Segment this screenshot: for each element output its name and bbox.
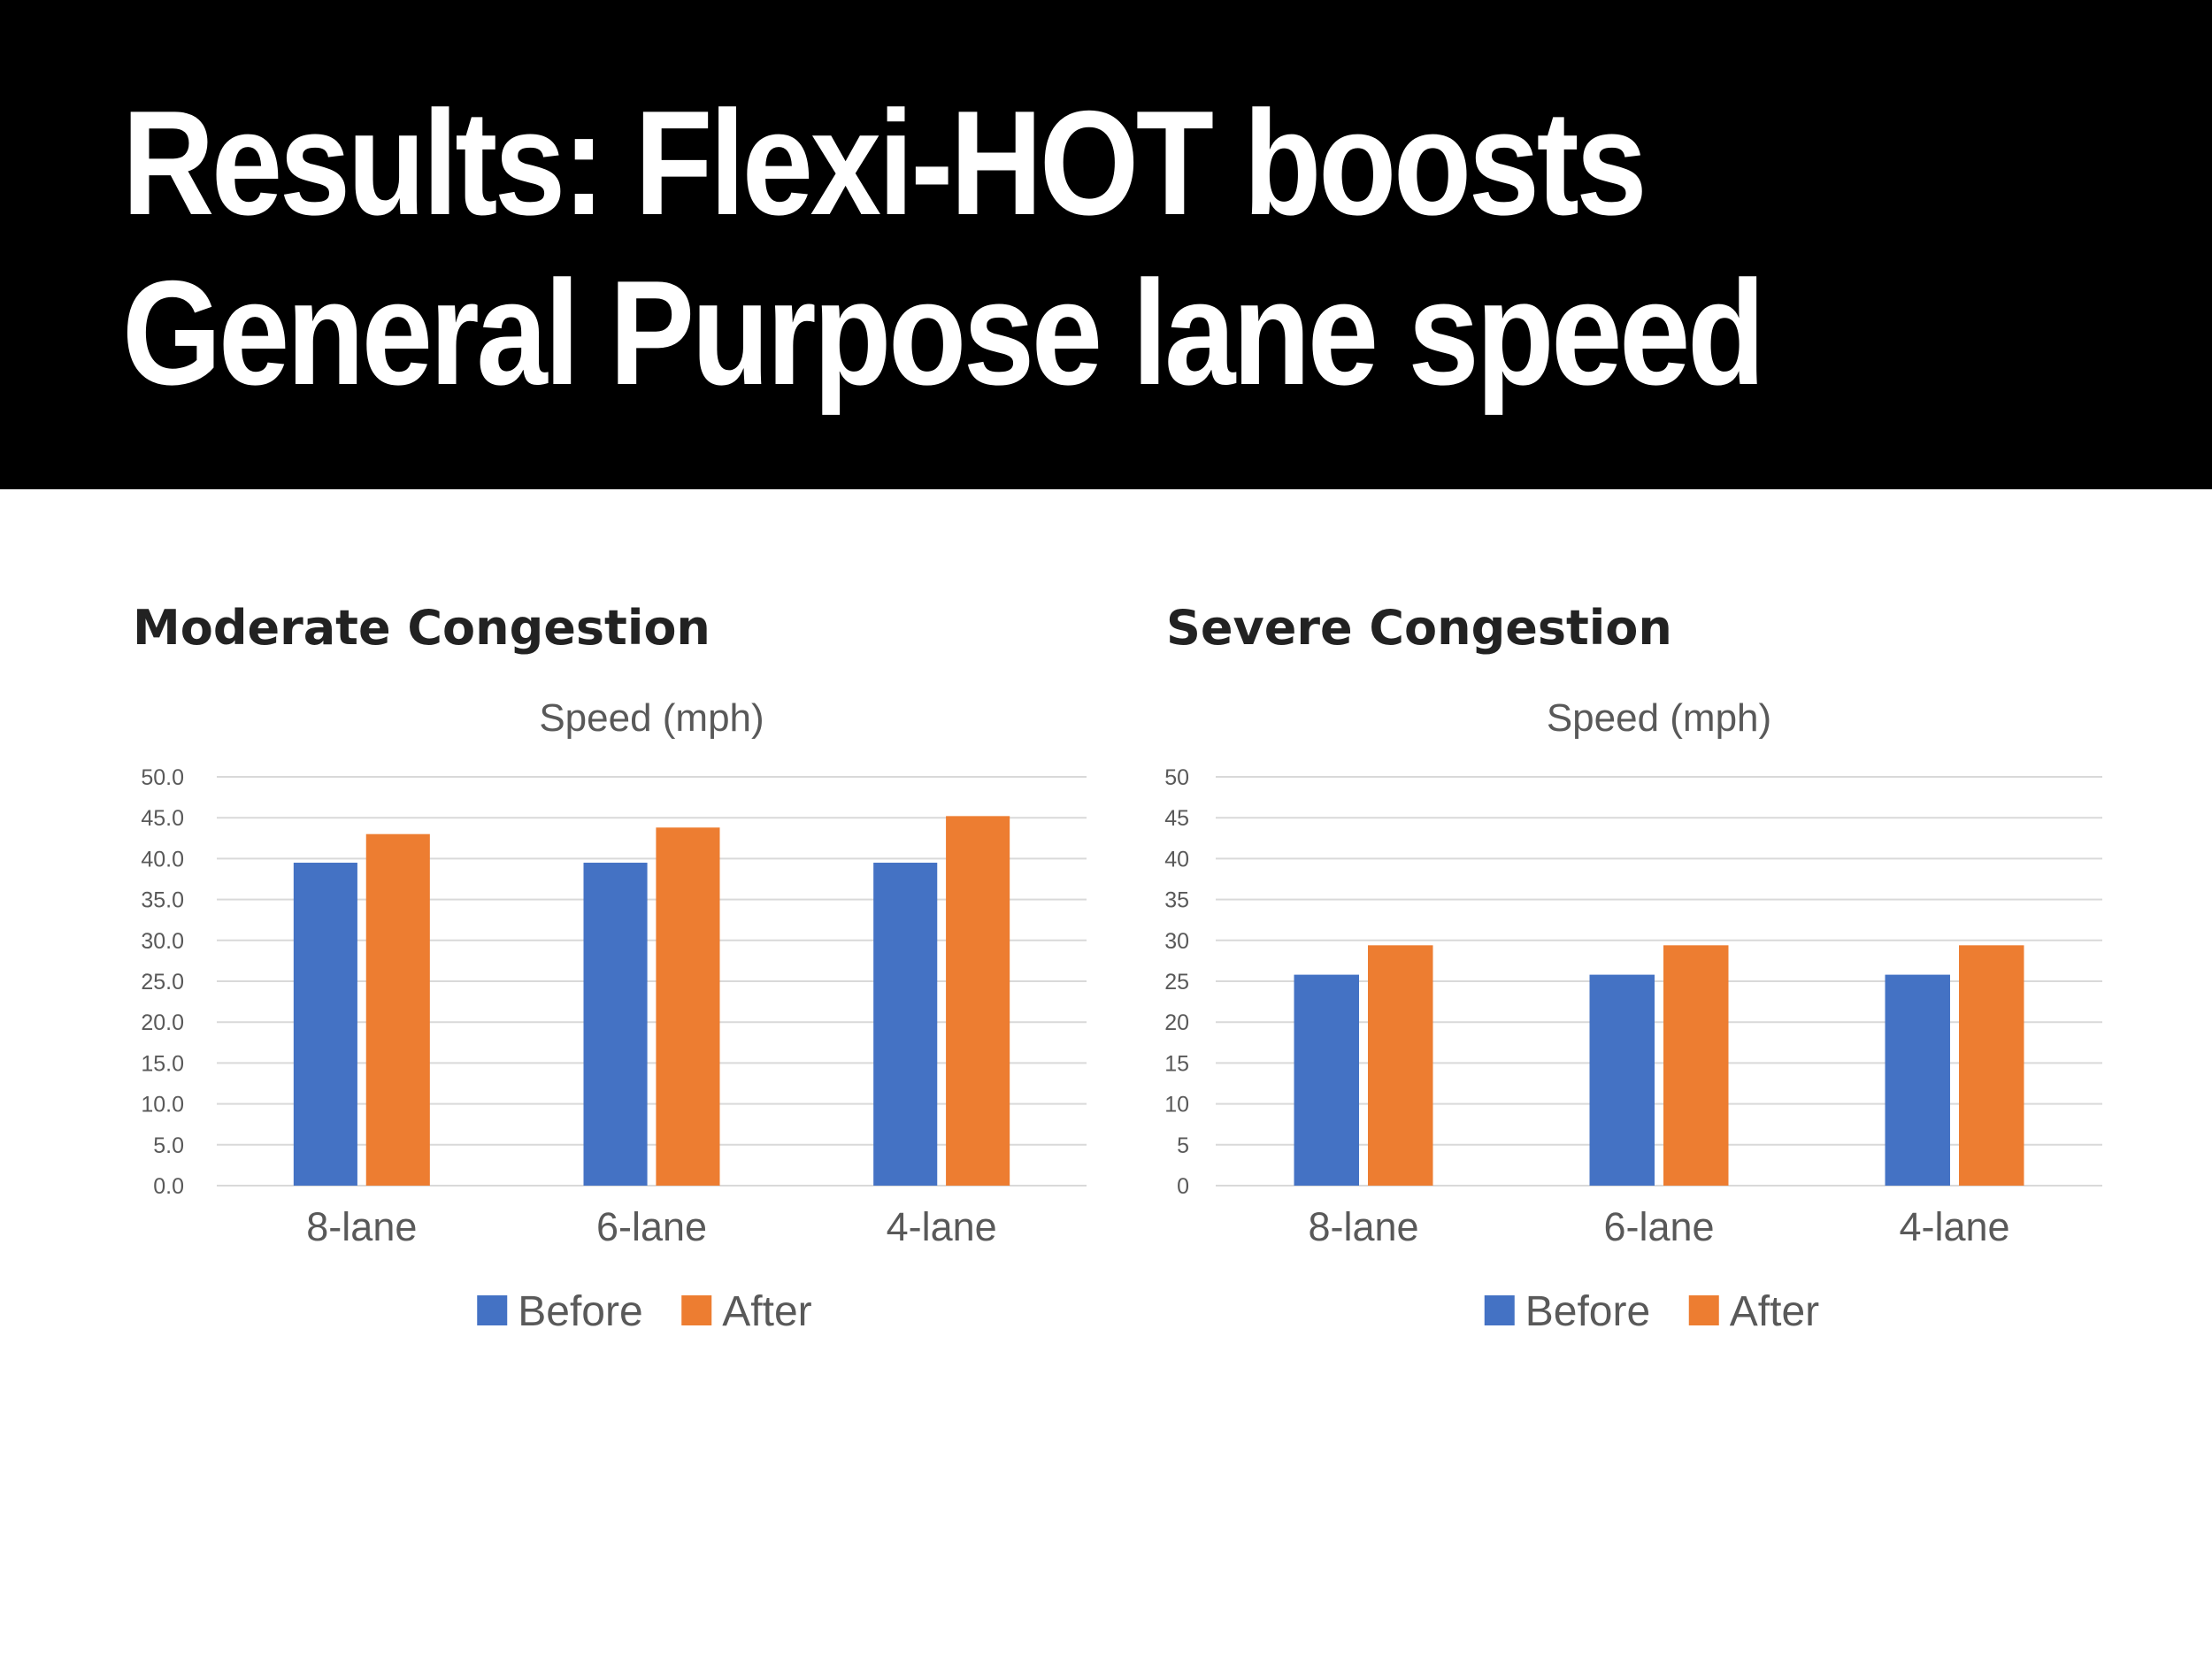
x-category-label: 6-lane	[1603, 1204, 1714, 1249]
y-tick-label: 25	[1164, 970, 1189, 995]
legend-label-before: Before	[1525, 1288, 1650, 1335]
bar-before-4-lane	[1885, 974, 1950, 1186]
y-tick-label: 0.0	[153, 1174, 184, 1199]
severe-panel-title: Severe Congestion	[1166, 600, 1672, 656]
bar-after-6-lane	[1663, 945, 1729, 1186]
legend-label-after: After	[1730, 1288, 1819, 1335]
bar-before-6-lane	[1589, 974, 1655, 1186]
chart-title: Speed (mph)	[1547, 696, 1771, 740]
y-tick-label: 50.0	[141, 765, 184, 790]
y-tick-label: 20.0	[141, 1010, 184, 1035]
moderate-panel-title: Moderate Congestion	[133, 600, 710, 656]
legend-swatch-after	[1688, 1295, 1719, 1325]
y-tick-label: 50	[1164, 765, 1189, 790]
y-tick-label: 35	[1164, 888, 1189, 913]
headline-banner: Results: Flexi-HOT boosts General Purpos…	[0, 0, 2212, 489]
y-tick-label: 20	[1164, 1010, 1189, 1035]
moderate-congestion-chart: Speed (mph) 0.0 5.0 10.0 15.0 20.0 25.0 30.0 35.…	[141, 696, 1087, 1335]
bar-before-8-lane	[1294, 974, 1359, 1186]
bar-before-4-lane	[873, 863, 938, 1186]
chart-title: Speed (mph)	[539, 696, 764, 740]
bar-after-6-lane	[656, 827, 720, 1186]
y-tick-label: 5.0	[153, 1133, 184, 1158]
severe-congestion-chart: Speed (mph) 0 5 10 15 20 25 30 35 40 45 50 8-lane 6-l…	[1164, 696, 2102, 1335]
x-category-label: 6-lane	[596, 1204, 707, 1249]
y-tick-label: 10.0	[141, 1093, 184, 1118]
y-tick-label: 15	[1164, 1051, 1189, 1076]
bar-before-8-lane	[293, 863, 357, 1186]
y-tick-label: 5	[1177, 1133, 1189, 1158]
y-tick-label: 45	[1164, 806, 1189, 831]
bar-before-6-lane	[583, 863, 648, 1186]
bar-after-8-lane	[365, 833, 430, 1186]
x-category-label: 4-lane	[887, 1204, 997, 1249]
y-tick-label: 0	[1177, 1174, 1189, 1199]
y-tick-label: 45.0	[141, 806, 184, 831]
y-tick-label: 40.0	[141, 847, 184, 872]
x-category-label: 8-lane	[1308, 1204, 1418, 1249]
y-tick-label: 35.0	[141, 888, 184, 913]
y-tick-label: 30.0	[141, 929, 184, 954]
legend-swatch-before	[1484, 1295, 1515, 1325]
y-tick-label: 30	[1164, 929, 1189, 954]
y-tick-label: 15.0	[141, 1051, 184, 1076]
legend-label-after: After	[722, 1288, 811, 1335]
x-category-label: 8-lane	[306, 1204, 417, 1249]
legend-swatch-after	[681, 1295, 712, 1325]
y-tick-label: 25.0	[141, 970, 184, 995]
headline-line-2: General Purpose lane speed	[122, 250, 1765, 416]
y-tick-label: 40	[1164, 847, 1189, 872]
headline-line-1: Results: Flexi-HOT boosts	[122, 80, 1647, 246]
bar-after-8-lane	[1368, 945, 1433, 1186]
legend-swatch-before	[477, 1295, 508, 1325]
bar-after-4-lane	[1959, 945, 2024, 1186]
legend-label-before: Before	[518, 1288, 642, 1335]
x-category-label: 4-lane	[1899, 1204, 2009, 1249]
bar-after-4-lane	[946, 816, 1010, 1186]
y-tick-label: 10	[1164, 1093, 1189, 1118]
